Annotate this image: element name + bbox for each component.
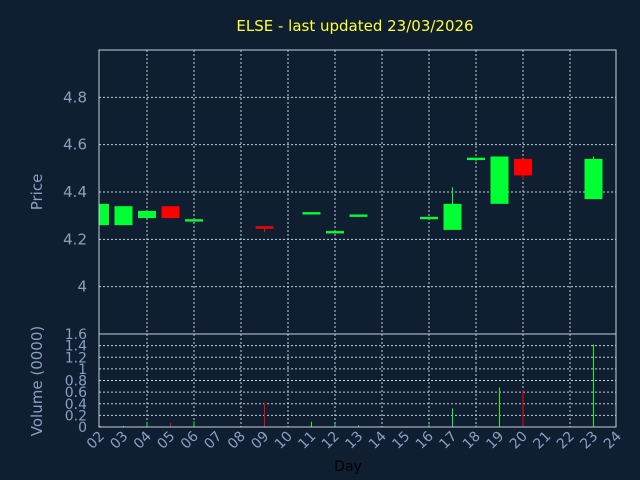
candle-day-13 [349, 214, 368, 217]
x-tick-label: 22 [554, 429, 578, 453]
candle-day-6 [185, 219, 203, 222]
candle-day-9 [255, 226, 274, 233]
candle-day-19 [490, 156, 509, 204]
volume-tick-label: 0 [78, 420, 87, 436]
candle-day-5 [161, 206, 180, 219]
candle-day-4 [138, 210, 156, 219]
candle-body [255, 226, 274, 229]
volume-bars [99, 344, 594, 427]
candle-body [161, 206, 180, 219]
candle-body [584, 158, 603, 200]
candle-day-12 [326, 231, 344, 234]
x-tick-label: 08 [225, 429, 249, 453]
candle-body [467, 157, 485, 161]
candle-body [138, 210, 156, 219]
candle-day-2 [99, 203, 109, 226]
candle-day-23 [584, 156, 603, 200]
price-y-ticks: 4 4.2 4.4 4.6 4.8 [63, 88, 87, 295]
x-tick-label: 16 [413, 428, 437, 452]
price-tick-label: 4.8 [63, 88, 87, 106]
x-tick-label: 15 [389, 429, 413, 453]
candle-body [114, 206, 133, 226]
candle-day-11 [302, 212, 321, 215]
x-tick-label: 14 [366, 428, 390, 452]
volume-frame [98, 333, 617, 428]
volume-tick-label: 0.8 [65, 374, 87, 390]
price-tick-label: 4 [77, 278, 87, 296]
x-tick-label: 19 [483, 429, 507, 453]
x-tick-label: 02 [84, 429, 108, 453]
x-tick-label: 07 [201, 429, 225, 453]
x-ticks: 02 03 04 05 06 07 08 09 10 11 12 13 14 15 16 17 18 19 20 21… [84, 428, 625, 452]
x-tick-label: 05 [154, 429, 178, 453]
candles [99, 156, 603, 234]
x-tick-label: 09 [248, 429, 272, 453]
x-tick-label: 06 [178, 428, 202, 452]
x-tick-label: 21 [530, 429, 554, 453]
candle-body [326, 231, 344, 234]
candle-day-16 [420, 216, 438, 220]
x-tick-label: 12 [319, 429, 343, 453]
x-tick-label: 11 [295, 429, 319, 453]
candle-body [490, 156, 509, 204]
x-tick-label: 17 [436, 429, 460, 453]
x-tick-label: 24 [601, 428, 625, 452]
x-tick-label: 03 [107, 429, 131, 453]
volume-tick-label: 0.4 [65, 397, 87, 413]
x-tick-label: 23 [577, 429, 601, 453]
candle-body [420, 216, 438, 220]
candle-day-18 [467, 157, 485, 162]
volume-tick-label: 1 [78, 362, 87, 378]
candle-day-17 [443, 187, 462, 230]
candle-body [185, 219, 203, 222]
x-tick-label: 20 [507, 429, 531, 453]
price-tick-label: 4.6 [63, 136, 87, 154]
candle-body [100, 203, 109, 226]
candle-body [514, 158, 532, 176]
candle-day-20 [514, 158, 532, 181]
x-tick-label: 13 [342, 429, 366, 453]
volume-axis-label: Volume (0000) [28, 326, 46, 436]
volume-tick-label: 1.6 [65, 327, 87, 343]
volume-y-ticks: 00.20.40.60.811.21.41.6 [65, 327, 87, 436]
price-tick-label: 4.4 [63, 183, 87, 201]
volume-tick-label: 0.2 [65, 408, 87, 424]
price-gridlines [99, 50, 616, 334]
x-tick-label: 04 [131, 428, 155, 452]
price-axis-label: Price [28, 174, 46, 211]
volume-tick-label: 0.6 [65, 385, 87, 401]
x-tick-label: 10 [272, 429, 296, 453]
candle-day-3 [114, 206, 133, 226]
chart-title: ELSE - last updated 23/03/2026 [236, 17, 473, 35]
candle-body [443, 203, 462, 230]
volume-tick-label: 1.2 [65, 350, 87, 366]
volume-gridlines [99, 334, 616, 427]
candle-body [349, 214, 368, 217]
x-tick-label: 18 [460, 429, 484, 453]
price-tick-label: 4.2 [63, 230, 87, 248]
volume-tick-label: 1.4 [65, 339, 87, 355]
x-axis-label: Day [334, 459, 362, 475]
candle-body [302, 212, 321, 215]
